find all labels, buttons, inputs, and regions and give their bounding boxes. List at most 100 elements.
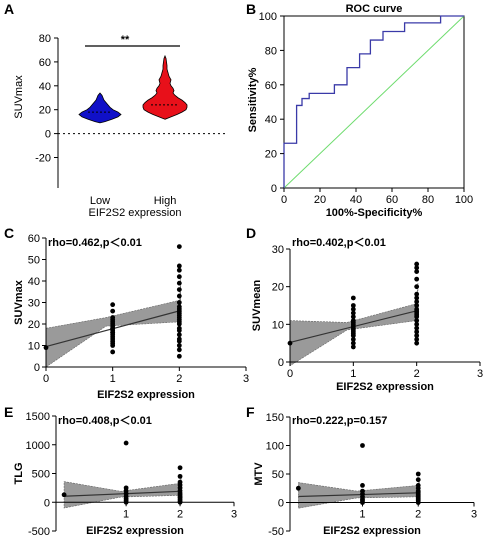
panel-c-data-point bbox=[176, 343, 182, 348]
panel-d-data-point bbox=[350, 295, 356, 301]
panel-d-letter: D bbox=[246, 225, 256, 241]
panel-c-y-tick-label: 50 bbox=[28, 255, 40, 267]
panel-d-data-point bbox=[350, 314, 356, 320]
panel-c-data-point bbox=[176, 353, 182, 359]
violin-x-axis-title: EIF2S2 expression bbox=[89, 207, 182, 219]
panel-d-data-point bbox=[414, 261, 420, 267]
panel-e-y-tick-label: 500 bbox=[32, 469, 50, 481]
panel-d-data-point bbox=[350, 318, 356, 323]
roc-y-tick-label: 100 bbox=[259, 11, 277, 23]
panel-c-data-point bbox=[176, 244, 182, 250]
panel-f-data-point bbox=[415, 471, 421, 477]
panel-c-data-point bbox=[176, 293, 182, 299]
roc-y-tick-label: 60 bbox=[265, 80, 277, 92]
panel-f-data-point bbox=[360, 488, 365, 494]
roc-reference-line bbox=[283, 15, 465, 189]
roc-y-tick-label: 80 bbox=[265, 45, 277, 57]
panel-f-y-tick-label: -50 bbox=[268, 526, 284, 538]
panel-f-x-axis-title: EIF2S2 expression bbox=[323, 525, 421, 537]
panel-c-data-point bbox=[110, 349, 116, 355]
panel-c-data-point bbox=[43, 345, 49, 351]
panel-d-data-point bbox=[414, 284, 420, 290]
panel-e-annotation: rho=0.408,p＜0.01 bbox=[58, 415, 152, 427]
panel-f-y-tick-label: 50 bbox=[272, 469, 284, 481]
significance-stars: ** bbox=[121, 34, 130, 46]
panel-c-data-point bbox=[110, 315, 116, 320]
violin-y-tick-label: 0 bbox=[45, 129, 51, 141]
panel-c-x-tick-label: 0 bbox=[43, 373, 49, 385]
panel-d-data-point bbox=[414, 306, 420, 312]
panel-c-data-point bbox=[110, 302, 116, 308]
panel-letter-b: B bbox=[246, 1, 256, 17]
panel-e-letter: E bbox=[4, 404, 13, 420]
panel-e-x-tick-label: 2 bbox=[177, 508, 183, 520]
panel-c-y-tick-label: 40 bbox=[28, 276, 40, 288]
panel-e-x-axis-title: EIF2S2 expression bbox=[86, 525, 184, 537]
panel-d-data-point bbox=[414, 321, 420, 327]
violin-y-axis-title: SUVmax bbox=[13, 75, 25, 119]
panel-e-y-tick-label: 1000 bbox=[26, 440, 50, 452]
panel-f-data-point bbox=[415, 477, 421, 483]
panel-e-data-point bbox=[123, 485, 129, 491]
panel-d-x-tick-label: 0 bbox=[287, 368, 293, 380]
panel-c-x-tick-label: 2 bbox=[176, 373, 182, 385]
panel-c-data-point bbox=[176, 347, 182, 353]
panel-f-confidence-band bbox=[298, 479, 420, 509]
panel-f-x-tick-label: 3 bbox=[471, 509, 477, 521]
roc-plot-frame bbox=[283, 15, 465, 189]
panel-d-x-tick-label: 1 bbox=[350, 368, 356, 380]
panel-e-x-tick-label: 3 bbox=[231, 508, 237, 520]
panel-c-y-tick-label: 60 bbox=[28, 233, 40, 245]
panel-f-fit-line bbox=[298, 492, 419, 498]
roc-x-tick-label: 60 bbox=[386, 194, 398, 206]
panel-d-y-tick-label: 20 bbox=[272, 282, 284, 294]
roc-x-tick-label: 80 bbox=[422, 194, 434, 206]
panel-c-data-point bbox=[110, 308, 116, 314]
panel-letter-a: A bbox=[4, 1, 14, 17]
panel-c-x-tick-label: 3 bbox=[243, 373, 249, 385]
panel-c-data-point bbox=[176, 300, 182, 305]
panel-e-y-tick-label: -500 bbox=[28, 526, 50, 538]
panel-e-data-point bbox=[177, 465, 183, 471]
panel-d-x-axis-title: EIF2S2 expression bbox=[336, 381, 434, 393]
panel-f-data-point bbox=[360, 443, 365, 448]
panel-d-data-point bbox=[350, 337, 356, 342]
panel-f-y-tick-label: 150 bbox=[266, 412, 284, 424]
panel-e-y-tick-label: 0 bbox=[44, 497, 50, 509]
panel-f-data-point bbox=[415, 483, 421, 488]
panel-c-data-point bbox=[176, 332, 182, 338]
panel-d-data-point bbox=[414, 325, 420, 331]
panel-c-y-tick-label: 10 bbox=[28, 341, 40, 353]
panel-f-y-tick-label: 100 bbox=[266, 441, 284, 453]
panel-f-x-tick-label: 1 bbox=[359, 509, 365, 521]
roc-curve bbox=[283, 15, 464, 188]
panel-c-data-point bbox=[176, 280, 182, 286]
panel-c-x-tick-label: 1 bbox=[110, 373, 116, 385]
panel-e-y-tick-label: 1500 bbox=[26, 411, 50, 423]
panel-e-data-point bbox=[177, 479, 183, 485]
panel-f-annotation: rho=0.222,p=0.157 bbox=[292, 415, 387, 427]
panel-f-x-tick-label: 2 bbox=[415, 509, 421, 521]
panel-c-y-tick-label: 20 bbox=[28, 319, 40, 331]
panel-e-data-point bbox=[61, 492, 67, 498]
roc-title: ROC curve bbox=[346, 3, 403, 15]
violin-y-tick-label: 20 bbox=[39, 105, 51, 117]
panel-e-x-tick-label: 1 bbox=[123, 508, 129, 520]
roc-y-tick-label: 20 bbox=[265, 149, 277, 161]
panel-c-annotation: rho=0.462,p＜0.01 bbox=[48, 237, 142, 249]
panel-d-data-point bbox=[350, 340, 356, 346]
panel-f-data-point bbox=[295, 485, 301, 491]
roc-y-tick-label: 0 bbox=[271, 183, 277, 195]
panel-d-data-point bbox=[414, 291, 420, 297]
panel-f-data-point bbox=[360, 483, 365, 488]
panel-d-x-tick-label: 2 bbox=[414, 368, 420, 380]
panel-d-data-point bbox=[414, 329, 420, 335]
panel-e-data-point bbox=[123, 440, 129, 446]
panel-f-y-tick-label: 0 bbox=[278, 498, 284, 510]
violin-y-tick-label: 40 bbox=[39, 81, 51, 93]
panel-c-data-point bbox=[176, 336, 182, 342]
panel-d-data-point bbox=[414, 265, 420, 271]
violin-y-tick-label: 60 bbox=[39, 57, 51, 69]
panel-f-letter: F bbox=[246, 404, 255, 420]
roc-x-axis-title: 100%-Specificity% bbox=[326, 207, 423, 219]
